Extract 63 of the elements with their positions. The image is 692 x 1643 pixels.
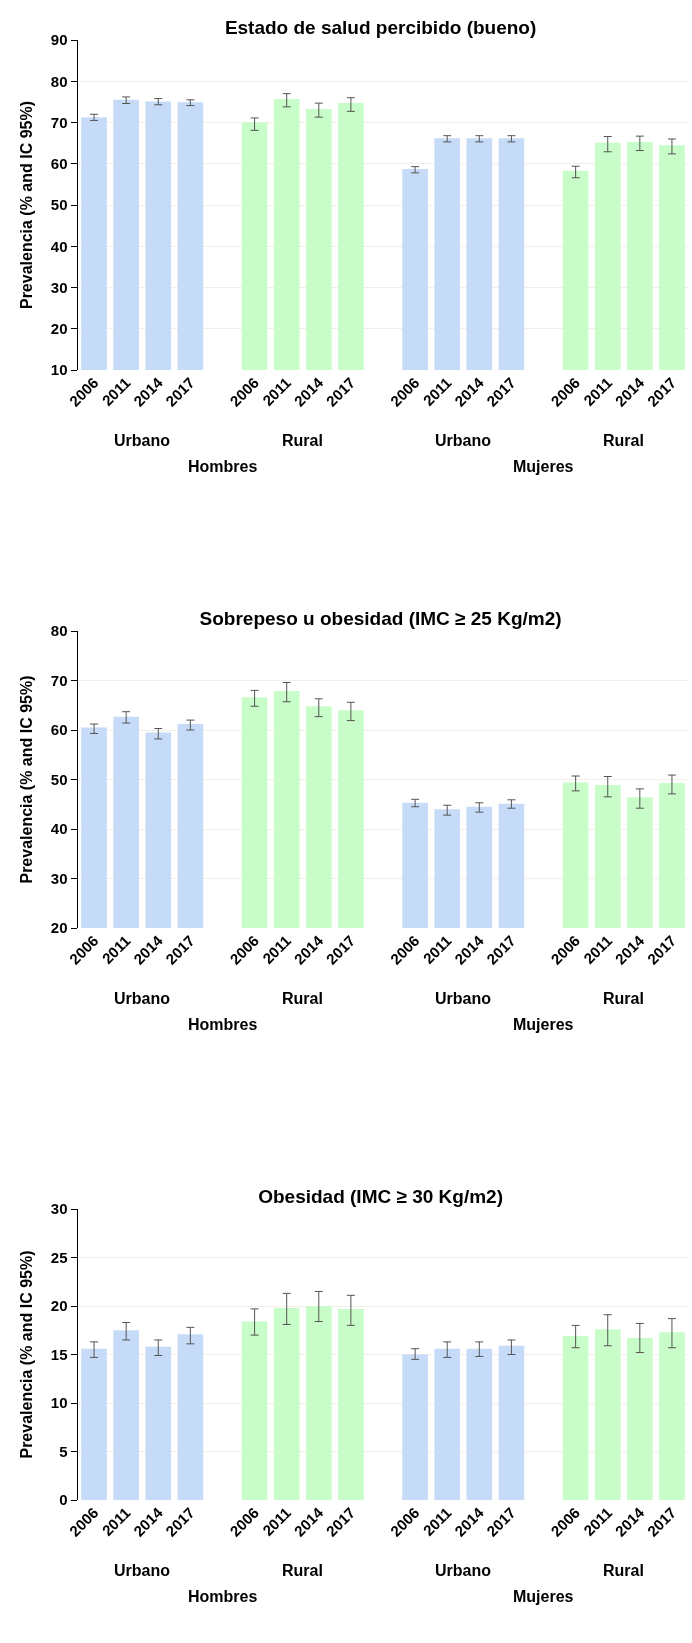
text: Urbano	[435, 990, 492, 1007]
y-tick-label: 5	[59, 1442, 68, 1460]
y-tick-label: 40	[50, 820, 68, 838]
y-tick-label: 70	[50, 113, 68, 131]
bar	[177, 1334, 204, 1500]
y-tick-label: 40	[50, 237, 68, 255]
chart-title: Sobrepeso u obesidad (IMC ≥ 25 Kg/m2)	[199, 608, 562, 629]
text: Mujeres	[513, 1588, 574, 1605]
bar	[113, 1330, 139, 1500]
y-tick-label: 30	[50, 1200, 68, 1218]
bar	[434, 1348, 461, 1500]
y-tick-label: 60	[50, 721, 68, 739]
y-axis-title: Prevalencia (% and IC 95%)	[17, 675, 35, 884]
text: Urbano	[435, 432, 492, 449]
y-tick-label: 25	[50, 1248, 68, 1266]
y-tick-label: 50	[50, 196, 68, 214]
text: Rural	[282, 990, 323, 1007]
bar	[305, 1306, 332, 1500]
bar	[273, 1307, 300, 1500]
y-tick-label: 30	[50, 869, 68, 887]
text: Urbano	[114, 432, 171, 449]
bar	[402, 1354, 428, 1500]
text: Hombres	[188, 1588, 258, 1605]
y-tick-label: 20	[50, 320, 68, 337]
y-tick-label: 70	[50, 671, 68, 689]
text: Rural	[603, 432, 644, 449]
text: Rural	[603, 1562, 644, 1579]
y-tick-label: 20	[50, 919, 68, 937]
bar	[498, 1345, 525, 1500]
y-tick-label: 90	[50, 31, 68, 49]
bar	[594, 1329, 621, 1500]
y-tick-label: 80	[50, 622, 68, 640]
text: Rural	[603, 990, 644, 1007]
text: Mujeres	[513, 458, 574, 475]
y-tick-label: 60	[50, 155, 68, 172]
text: Rural	[282, 432, 323, 449]
text: Urbano	[114, 1562, 171, 1579]
bar	[145, 1346, 172, 1500]
y-axis-title: Prevalencia (% and IC 95%)	[17, 1250, 35, 1459]
text: Hombres	[188, 1016, 258, 1033]
y-tick-label: 10	[50, 361, 68, 379]
bar	[338, 1308, 364, 1500]
text: Rural	[282, 1562, 323, 1579]
y-tick-label: 30	[50, 278, 68, 296]
y-tick-label: 80	[50, 72, 68, 90]
bar	[241, 1321, 268, 1500]
bar	[659, 1332, 685, 1500]
y-tick-label: 50	[50, 770, 68, 788]
bar	[627, 1338, 653, 1500]
y-axis-title: Prevalencia (% and IC 95%)	[17, 100, 35, 310]
y-tick-label: 20	[50, 1297, 68, 1315]
text: Mujeres	[513, 1016, 574, 1033]
text: Urbano	[435, 1562, 492, 1579]
chart-title: Estado de salud percibido (bueno)	[224, 17, 537, 38]
bar	[81, 1348, 107, 1500]
text: Urbano	[114, 990, 171, 1007]
chart-title: Obesidad (IMC ≥ 30 Kg/m2)	[258, 1186, 504, 1207]
text: Hombres	[188, 458, 258, 475]
y-tick-label: 0	[59, 1491, 68, 1509]
y-tick-label: 10	[50, 1394, 68, 1412]
bar	[466, 1348, 493, 1500]
y-tick-label: 15	[50, 1345, 68, 1363]
bar	[562, 1336, 589, 1500]
